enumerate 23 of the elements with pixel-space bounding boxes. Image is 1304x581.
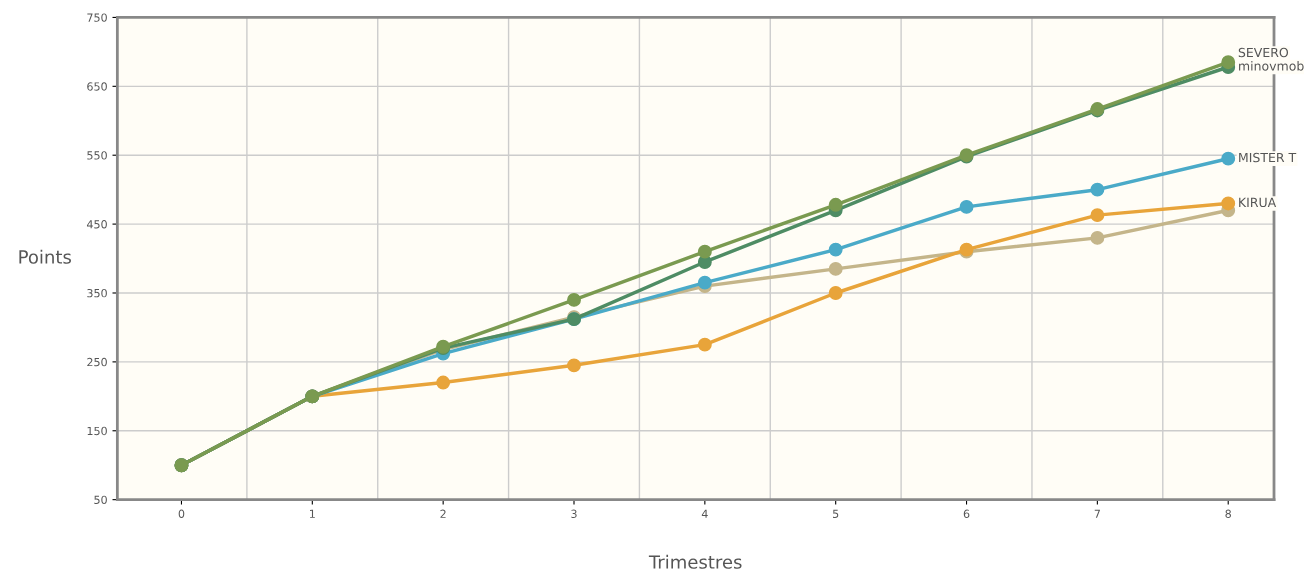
y-tick-label: 650 <box>87 82 107 91</box>
series-label: KIRUA <box>1239 197 1277 208</box>
x-tick-label: 6 <box>963 509 970 518</box>
y-tick-label: 250 <box>87 357 107 367</box>
y-axis-title: Points <box>19 249 71 264</box>
x-tick-label: 4 <box>701 509 708 518</box>
y-tick-label: 450 <box>86 220 107 229</box>
series-label: MISTER T <box>1239 152 1297 163</box>
y-tick-label: 350 <box>87 288 107 298</box>
y-tick-label: 50 <box>94 495 107 505</box>
y-tick-label: 750 <box>87 13 107 22</box>
series-label: minovmob <box>1239 60 1304 71</box>
series-label: SEVERO <box>1238 47 1289 58</box>
x-axis-title: Trimestres <box>648 554 742 569</box>
x-tick-label: 5 <box>833 509 839 518</box>
x-tick-label: 2 <box>440 509 446 518</box>
x-tick-label: 1 <box>310 509 315 518</box>
x-tick-label: 3 <box>571 509 577 518</box>
y-tick-label: 150 <box>87 426 107 436</box>
x-tick-label: 8 <box>1225 509 1231 518</box>
y-tick-label: 550 <box>87 151 107 160</box>
x-tick-label: 7 <box>1094 509 1100 518</box>
x-tick-label: 0 <box>178 509 185 518</box>
